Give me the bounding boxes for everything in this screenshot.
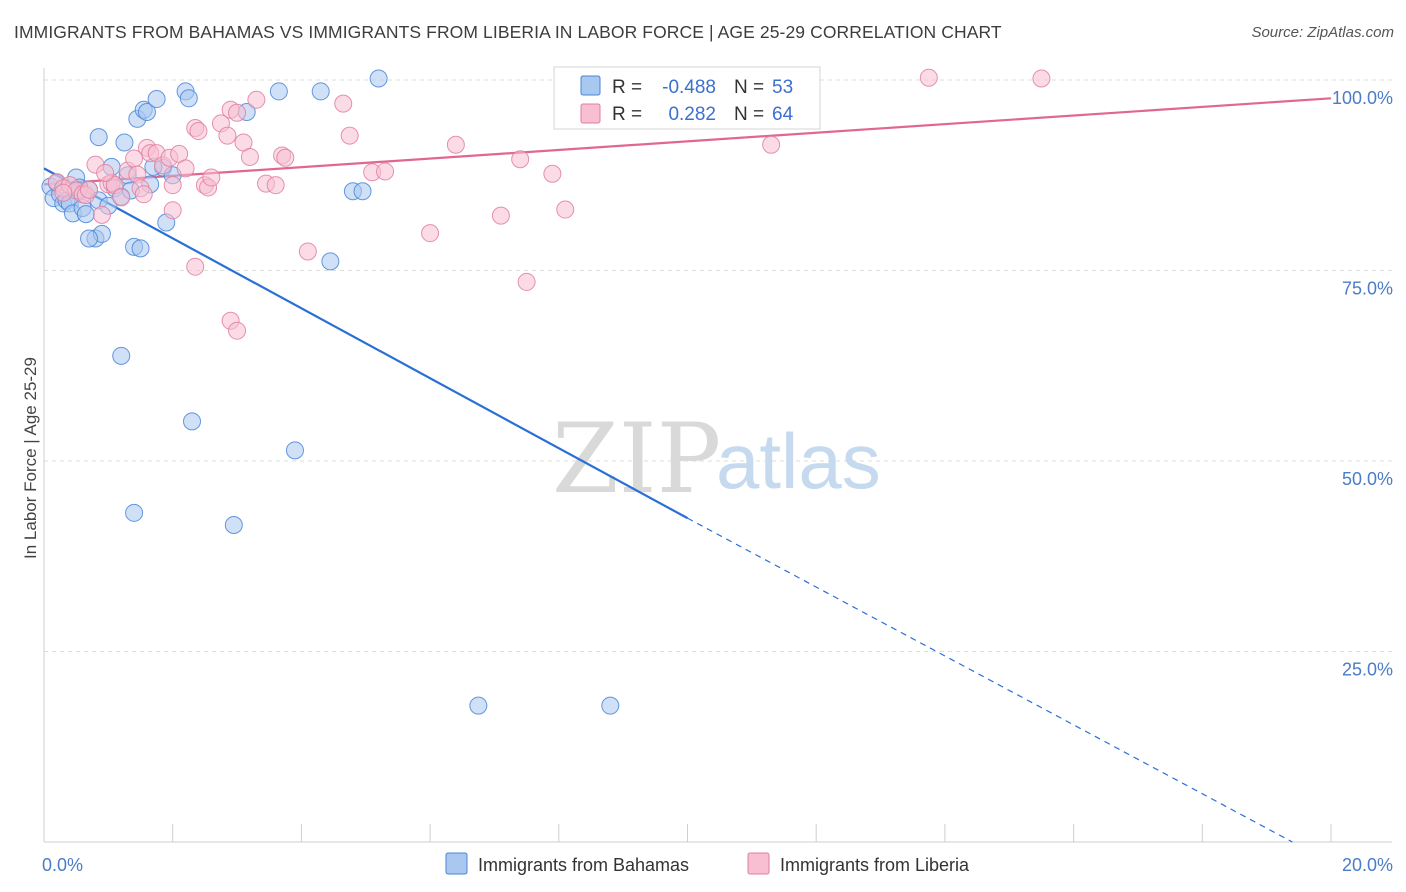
data-point-bahamas [311,82,330,101]
bottom-legend-swatch-liberia [747,852,770,875]
legend-swatch-liberia [580,103,601,124]
data-point-liberia [517,272,536,291]
data-point-liberia [543,164,562,183]
data-point-liberia [163,176,182,195]
data-point-bahamas [76,205,95,224]
data-point-liberia [186,257,205,276]
axes [43,68,1392,843]
data-point-bahamas [224,516,243,535]
source-label: Source: ZipAtlas.com [1251,24,1394,41]
data-point-bahamas [321,252,340,271]
trend-lines [43,97,1332,843]
trend-line-extension-bahamas [687,517,1293,843]
data-points [41,68,1051,715]
data-point-bahamas [353,182,372,201]
data-point-bahamas [115,133,134,152]
series-legend: Immigrants from Bahamas Immigrants from … [445,852,970,875]
bottom-legend-label-bahamas: Immigrants from Bahamas [478,855,689,875]
data-point-liberia [919,68,938,87]
chart-title: IMMIGRANTS FROM BAHAMAS VS IMMIGRANTS FR… [14,22,1002,42]
data-point-liberia [1032,69,1051,88]
data-point-liberia [80,180,99,199]
data-point-liberia [266,176,285,195]
data-point-bahamas [183,412,202,431]
data-point-liberia [298,242,317,261]
data-point-bahamas [369,69,388,88]
legend-r-value-bahamas: -0.488 [662,77,716,98]
data-point-liberia [112,188,131,207]
grid-lines [44,79,1392,652]
data-point-liberia [134,185,153,204]
data-point-bahamas [179,89,198,108]
data-point-liberia [762,135,781,154]
bottom-legend-label-liberia: Immigrants from Liberia [780,855,970,875]
data-point-liberia [202,168,221,187]
data-point-bahamas [89,128,108,147]
x-tick-label: 20.0% [1342,855,1393,875]
data-point-bahamas [285,441,304,460]
legend-n-label-bahamas: N = [734,77,764,98]
tick-labels: 25.0% 50.0% 75.0% 100.0% 0.0% 20.0% [42,88,1393,875]
data-point-liberia [228,103,247,122]
y-axis-label: In Labor Force | Age 25-29 [21,357,40,559]
watermark: ZIP atlas [552,403,881,515]
data-point-liberia [446,135,465,154]
data-point-bahamas [469,696,488,715]
data-point-liberia [228,321,247,340]
data-point-bahamas [269,82,288,101]
data-point-liberia [96,163,115,182]
data-point-liberia [556,200,575,219]
x-tick-label: 0.0% [42,855,83,875]
stats-legend: R = -0.488 N = 53 R = 0.282 N = 64 [553,66,821,130]
data-point-liberia [247,90,266,109]
data-point-liberia [376,162,395,181]
watermark-atlas: atlas [716,417,881,505]
data-point-liberia [189,122,208,141]
legend-r-value-liberia: 0.282 [668,104,716,125]
data-point-liberia [54,183,73,202]
legend-r-label-bahamas: R = [612,77,642,98]
y-tick-label: 25.0% [1342,660,1393,680]
data-point-bahamas [80,229,99,248]
data-point-bahamas [112,346,131,365]
data-point-liberia [334,94,353,113]
data-point-liberia [276,148,295,167]
data-point-liberia [340,126,359,145]
legend-r-label-liberia: R = [612,104,642,125]
legend-n-value-bahamas: 53 [772,77,793,98]
data-point-liberia [92,205,111,224]
bottom-legend-swatch-bahamas [445,852,468,875]
data-point-liberia [163,201,182,220]
data-point-bahamas [137,103,156,122]
data-point-liberia [511,150,530,169]
legend-n-value-liberia: 64 [772,104,794,125]
data-point-liberia [491,206,510,225]
data-point-liberia [218,126,237,145]
y-tick-label: 50.0% [1342,469,1393,489]
data-point-liberia [421,224,440,243]
legend-n-label-liberia: N = [734,104,764,125]
y-tick-label: 100.0% [1332,88,1393,108]
data-point-liberia [176,159,195,178]
legend-swatch-bahamas [580,75,601,96]
y-tick-label: 75.0% [1342,279,1393,299]
data-point-bahamas [131,239,150,258]
data-point-liberia [240,147,259,166]
data-point-bahamas [125,503,144,522]
data-point-bahamas [147,90,166,109]
data-point-bahamas [601,696,620,715]
trend-line-liberia [43,97,1332,186]
trend-line-bahamas [43,167,689,520]
